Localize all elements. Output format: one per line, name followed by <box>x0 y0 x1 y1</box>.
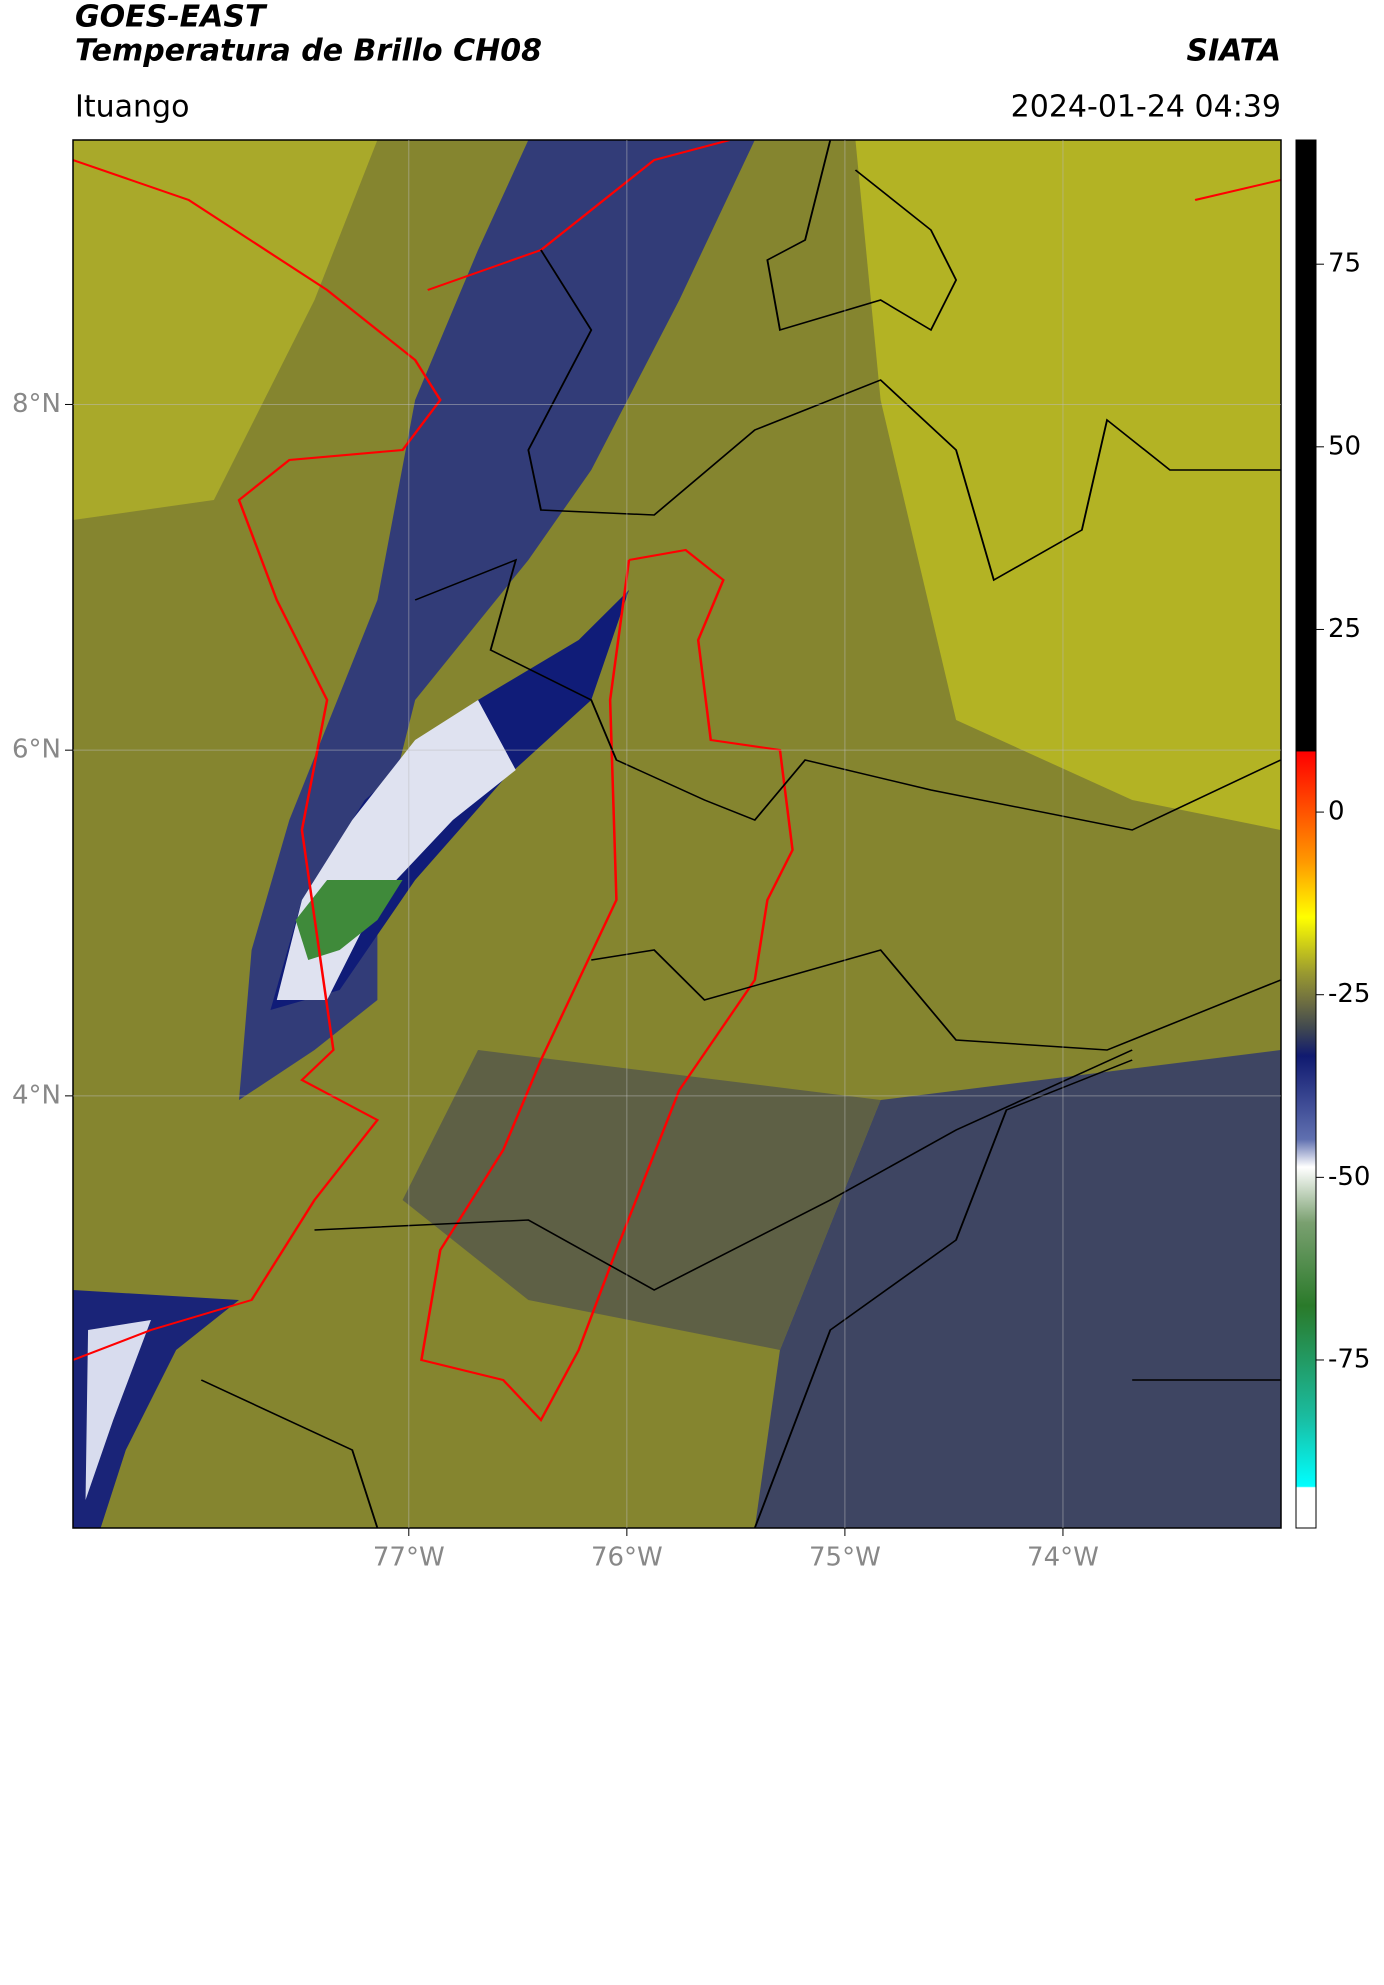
colorbar-tick-label: -75 <box>1328 1344 1370 1374</box>
colorbar-tick-label: 25 <box>1328 614 1361 644</box>
y-tick-label: 4°N <box>12 1080 61 1110</box>
datetime: 2024-01-24 04:39 <box>1011 90 1281 125</box>
map-frame <box>72 139 1282 1529</box>
colorbar-tick-label: -50 <box>1328 1162 1370 1192</box>
colorbar-tick-label: 50 <box>1328 431 1361 461</box>
colorbar-tick-label: 75 <box>1328 249 1361 279</box>
x-tick-label: 76°W <box>591 1543 663 1573</box>
colorbar <box>1295 139 1317 1529</box>
colorbar-tick-label: 0 <box>1328 797 1345 827</box>
x-tick-label: 77°W <box>373 1543 445 1573</box>
region: Ituango <box>75 90 189 125</box>
colorbar-tick-label: -25 <box>1328 979 1370 1009</box>
imagery <box>73 140 1281 1528</box>
map <box>73 140 1281 1528</box>
source: SIATA <box>1187 34 1281 69</box>
subtitle: Temperatura de Brillo CH08 <box>75 34 542 69</box>
y-tick-label: 8°N <box>12 389 61 419</box>
y-tick-label: 6°N <box>12 735 61 765</box>
x-tick-label: 75°W <box>809 1543 881 1573</box>
x-tick-label: 74°W <box>1027 1543 1099 1573</box>
title: GOES-EAST <box>75 0 268 35</box>
